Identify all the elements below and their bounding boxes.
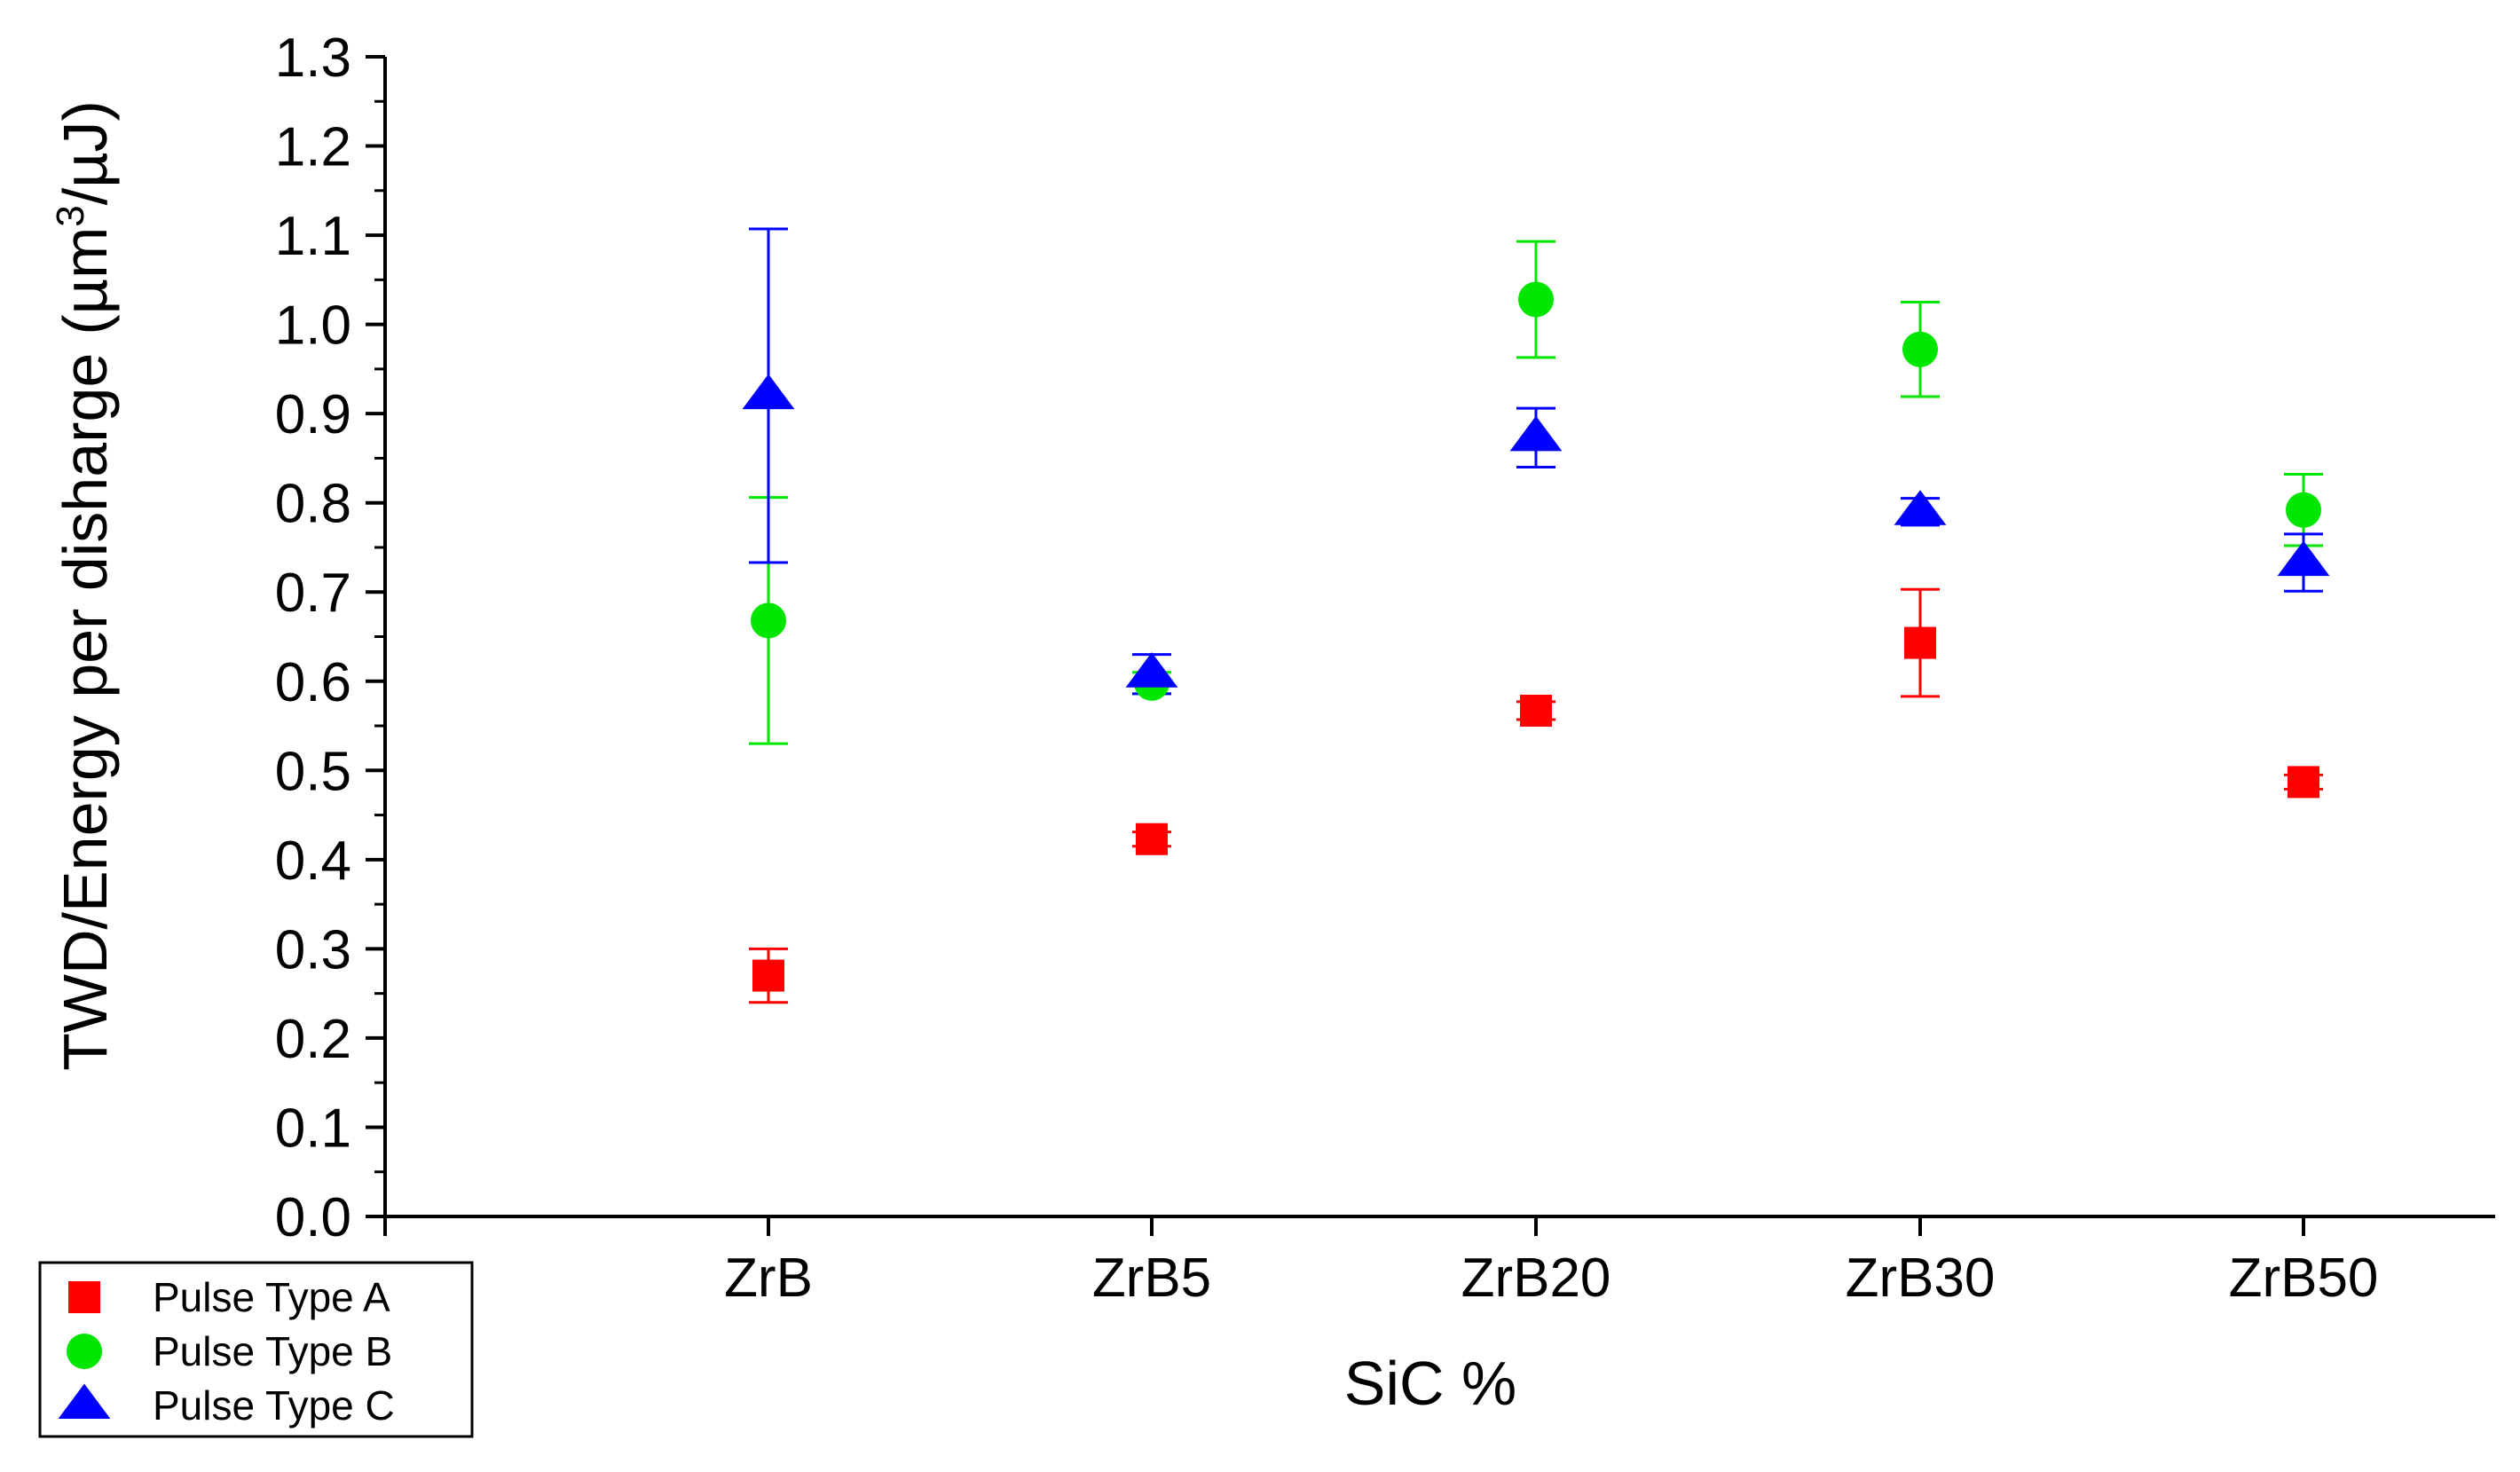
data-markers [742, 281, 2330, 992]
data-point [1136, 823, 1168, 855]
legend-box [38, 1261, 474, 1438]
data-point [2277, 540, 2330, 577]
y-tick-label: 0.7 [275, 563, 351, 624]
svg-text:TWD/Energy per disharge(µm3/µJ: TWD/Energy per disharge (µm3/µJ) [49, 100, 120, 1071]
y-tick-label: 0.6 [275, 652, 351, 713]
legend-label: Pulse Type B [153, 1328, 392, 1374]
legend-label: Pulse Type C [153, 1382, 395, 1429]
legend-label: Pulse Type A [153, 1274, 390, 1320]
legend-marker [58, 1383, 111, 1420]
y-tick-label: 1.1 [275, 206, 351, 267]
error-bars [749, 227, 2323, 1004]
y-tick-label: 0.8 [275, 474, 351, 535]
x-tick-label: ZrB20 [1461, 1248, 1611, 1309]
y-tick-label: 0.2 [275, 1009, 351, 1070]
legend-marker [67, 1334, 102, 1369]
y-tick-label: 0.1 [275, 1098, 351, 1159]
data-point [751, 602, 786, 639]
y-axis-unit-suffix: /µJ) [51, 100, 120, 205]
legend-marker [68, 1281, 100, 1313]
data-point [1518, 281, 1554, 318]
x-tick-label: ZrB50 [2229, 1248, 2379, 1309]
data-point [2286, 492, 2321, 528]
data-point [752, 959, 784, 992]
data-point [1904, 626, 1936, 659]
y-tick-label: 0.5 [275, 741, 351, 802]
x-axis-title: SiC % [1344, 1349, 1516, 1418]
axes [383, 57, 2495, 1218]
legend: Pulse Type A Pulse Type B Pulse Type C [38, 1261, 474, 1438]
y-axis-unit-prefix: (µm [51, 227, 120, 335]
y-tick-label: 0.3 [275, 919, 351, 980]
x-tick-label: ZrB [724, 1248, 813, 1309]
y-tick-label: 1.3 [275, 28, 351, 89]
x-tick-label: ZrB30 [1846, 1248, 1996, 1309]
data-point [1520, 694, 1552, 727]
y-tick-label: 1.0 [275, 295, 351, 357]
data-point [1125, 652, 1178, 688]
y-tick-label: 1.2 [275, 117, 351, 178]
data-point [1894, 490, 1947, 525]
data-point [742, 374, 795, 410]
y-axis-ticks: 0.0 0.1 0.2 0.3 0.4 0.5 0.6 0.7 0.8 0.9 1.0 1.1 1.2 1… [275, 28, 385, 1248]
y-tick-label: 0.9 [275, 384, 351, 445]
y-axis-title: TWD/Energy per disharge (µm3/µJ) [49, 100, 120, 1071]
data-point [2288, 766, 2319, 799]
data-point [1902, 331, 1938, 367]
data-point [1509, 415, 1563, 452]
y-tick-label: 0.0 [275, 1187, 351, 1248]
y-tick-label: 0.4 [275, 830, 351, 892]
x-axis-ticks: ZrB ZrB5 ZrB20 ZrB30 ZrB50 [383, 1216, 2379, 1309]
y-axis-title-main: TWD/Energy per disharge [51, 353, 120, 1071]
y-axis-unit-superscript: 3 [49, 205, 92, 226]
x-tick-label: ZrB5 [1092, 1248, 1211, 1309]
